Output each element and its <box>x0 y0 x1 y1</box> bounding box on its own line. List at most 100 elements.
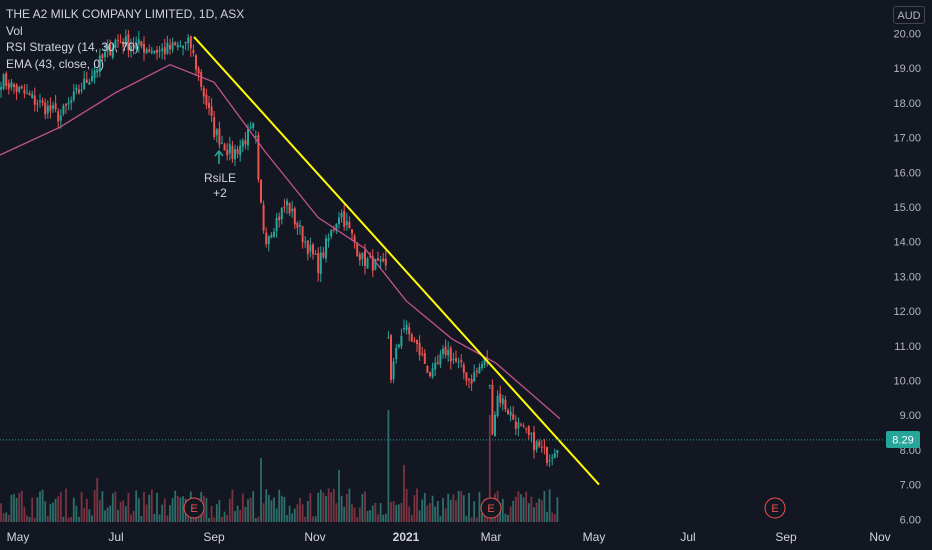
volume-bar <box>41 489 44 522</box>
volume-bar <box>28 517 31 522</box>
volume-bar <box>218 500 221 522</box>
volume-bar <box>408 506 411 522</box>
candle-body <box>153 50 156 54</box>
volume-bar <box>26 515 28 522</box>
candle-body <box>278 216 281 221</box>
candle-body <box>280 207 283 220</box>
chart-legend: THE A2 MILK COMPANY LIMITED, 1D, ASX Vol… <box>6 6 244 72</box>
candle-body <box>338 217 340 225</box>
volume-bar <box>117 509 119 522</box>
volume-bar <box>343 506 346 522</box>
currency-badge[interactable]: AUD <box>893 6 925 24</box>
candle-body <box>20 86 23 89</box>
candle-body <box>413 340 416 342</box>
volume-bar <box>429 503 431 522</box>
ema-legend[interactable]: EMA (43, close, 0) <box>6 56 105 71</box>
volume-bar <box>522 497 525 522</box>
candle-body <box>2 74 5 89</box>
candle-body <box>150 51 153 53</box>
volume-bar <box>62 516 65 522</box>
trendline[interactable] <box>193 36 600 486</box>
candle-body <box>260 180 262 203</box>
candle-body <box>41 100 44 103</box>
volume-bar <box>327 488 330 522</box>
candle-body <box>421 354 424 356</box>
candle-body <box>304 241 307 243</box>
volume-bar <box>109 505 112 522</box>
x-tick-label: Sep <box>203 530 225 544</box>
candle-body <box>319 252 322 274</box>
candle-body <box>369 256 372 258</box>
volume-bar <box>278 489 281 522</box>
volume-bar <box>228 498 231 522</box>
candle-body <box>36 103 39 105</box>
volume-bars <box>0 410 559 522</box>
volume-bar <box>247 499 249 522</box>
candle-body <box>314 253 317 255</box>
candle-body <box>226 149 229 156</box>
volume-bar <box>434 506 437 522</box>
volume-bar <box>351 504 353 522</box>
volume-bar <box>413 495 416 522</box>
earnings-marker: E <box>764 497 786 519</box>
candle-body <box>28 93 31 96</box>
candle-body <box>283 206 286 208</box>
strategy-legend[interactable]: RSI Strategy (14, 30, 70) <box>6 40 139 54</box>
earnings-circle <box>480 497 502 519</box>
volume-bar <box>205 497 208 522</box>
volume-bar <box>221 516 223 522</box>
last-price-label: 8.29 <box>892 435 913 447</box>
volume-bar <box>291 513 294 522</box>
candle-body <box>356 244 359 256</box>
candle-body <box>156 50 158 53</box>
candle-body <box>387 337 390 339</box>
candle-body <box>132 44 135 48</box>
volume-bar <box>226 515 229 522</box>
volume-bar <box>501 498 504 522</box>
volume-bar <box>332 488 335 522</box>
volume-bar <box>179 497 182 522</box>
volume-bar <box>36 497 39 522</box>
volume-bar <box>436 500 439 522</box>
volume-bar <box>462 495 465 522</box>
volume-bar <box>395 504 398 522</box>
candle-body <box>416 339 418 344</box>
x-tick-label: 2021 <box>393 530 420 544</box>
candle-body <box>444 346 447 355</box>
earnings-marker: E <box>183 497 205 519</box>
candle-body <box>195 55 197 70</box>
candle-body <box>429 372 431 377</box>
candle-body <box>509 411 512 416</box>
candle-body <box>299 225 301 227</box>
candle-body <box>0 87 2 90</box>
candle-body <box>265 232 268 244</box>
volume-bar <box>135 490 138 522</box>
candle-body <box>98 55 101 72</box>
candles <box>0 29 559 468</box>
volume-bar <box>304 516 307 522</box>
candle-body <box>65 103 67 106</box>
volume-bar <box>91 515 93 522</box>
volume-bar <box>169 505 171 522</box>
candle-body <box>163 47 166 54</box>
earnings-label: E <box>487 503 494 515</box>
volume-legend[interactable]: Vol <box>6 23 23 38</box>
candle-body <box>228 144 231 154</box>
volume-bar <box>15 497 18 522</box>
candle-body <box>104 51 106 57</box>
candle-body <box>57 111 60 122</box>
volume-bar <box>288 505 291 522</box>
volume-bar <box>371 505 374 522</box>
candle-body <box>548 460 551 462</box>
volume-bar <box>13 493 15 522</box>
arrow-up-icon <box>214 149 224 164</box>
candle-body <box>478 366 481 374</box>
y-tick-label: 10.00 <box>893 376 921 388</box>
volume-bar <box>143 491 145 522</box>
candle-body <box>452 358 455 360</box>
candle-body <box>124 36 127 47</box>
candle-body <box>442 348 444 355</box>
volume-bar <box>59 492 62 522</box>
volume-bar <box>257 516 260 522</box>
